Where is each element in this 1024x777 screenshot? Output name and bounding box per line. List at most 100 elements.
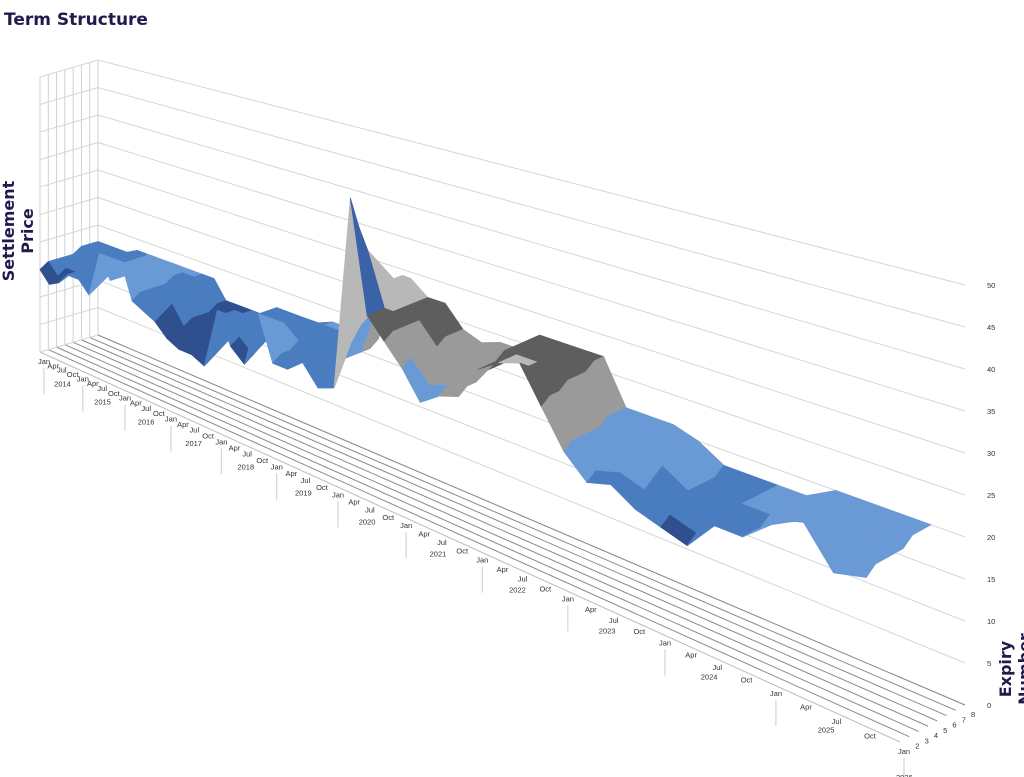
value-tick-label: 30 <box>987 449 995 458</box>
year-tick-label: 2016 <box>138 417 155 426</box>
time-tick-label: Apr <box>685 651 697 660</box>
side-wall-gridline <box>39 114 99 133</box>
time-tick-label: Jan <box>77 375 89 384</box>
time-tick-label: Oct <box>741 676 754 685</box>
time-tick-label: Jul <box>97 384 107 393</box>
time-tick-label: Apr <box>47 361 59 370</box>
time-tick-label: Jan <box>400 521 412 530</box>
time-tick-label: Apr <box>87 379 99 388</box>
value-gridline <box>97 142 966 412</box>
time-tick-label: Apr <box>497 565 509 574</box>
expiry-tick-label: 6 <box>952 721 956 730</box>
time-tick-label: Jul <box>832 717 842 726</box>
time-tick-label: Oct <box>633 627 646 636</box>
year-tick-label: 2023 <box>599 626 616 635</box>
time-tick-label: Jan <box>38 357 50 366</box>
value-tick-label: 5 <box>987 659 991 668</box>
time-tick-label: Jan <box>165 415 177 424</box>
value-tick-label: 15 <box>987 575 995 584</box>
year-tick-label: 2021 <box>430 550 447 559</box>
floor-expiry-line <box>89 336 956 711</box>
time-tick-label: Oct <box>539 584 552 593</box>
year-tick-label: 2015 <box>94 398 111 407</box>
time-tick-label: Jan <box>659 639 671 648</box>
expiry-tick-label: 3 <box>925 736 929 745</box>
side-wall-gridline <box>39 169 99 188</box>
side-wall-gridline <box>39 307 99 325</box>
time-tick-label: Apr <box>285 469 297 478</box>
year-tick-label: 2026 <box>896 773 913 777</box>
value-gridline <box>97 59 966 286</box>
time-tick-label: Jul <box>190 426 200 435</box>
floor-expiry-line <box>72 341 938 722</box>
side-wall-gridline <box>39 197 99 215</box>
expiry-tick-label: 8 <box>971 710 975 719</box>
time-tick-label: Jul <box>365 505 375 514</box>
value-tick-label: 40 <box>987 365 995 374</box>
year-tick-label: 2024 <box>701 673 718 682</box>
time-tick-label: Jan <box>271 463 283 472</box>
time-tick-label: Apr <box>585 605 597 614</box>
value-gridline <box>97 114 966 370</box>
value-gridline <box>97 307 966 664</box>
time-tick-label: Jul <box>242 450 252 459</box>
year-tick-label: 2025 <box>818 726 835 735</box>
year-tick-label: 2019 <box>295 489 312 498</box>
value-gridline <box>97 87 966 328</box>
time-tick-label: Oct <box>382 513 395 522</box>
time-tick-label: Jan <box>562 595 574 604</box>
value-gridline <box>97 169 966 454</box>
time-tick-label: Oct <box>256 456 269 465</box>
year-tick-label: 2014 <box>54 379 71 388</box>
time-tick-label: Apr <box>800 703 812 712</box>
time-tick-label: Jul <box>518 575 528 584</box>
time-tick-label: Oct <box>67 370 80 379</box>
floor-expiry-line <box>81 339 947 717</box>
value-tick-label: 10 <box>987 617 995 626</box>
time-tick-label: Oct <box>316 483 329 492</box>
value-tick-label: 50 <box>987 281 995 290</box>
time-tick-label: Jul <box>57 366 67 375</box>
time-tick-label: Jan <box>898 747 910 756</box>
floor-expiry-line <box>56 346 919 732</box>
expiry-tick-label: 7 <box>962 715 966 724</box>
time-tick-label: Jul <box>141 404 151 413</box>
time-tick-label: Jan <box>332 490 344 499</box>
year-tick-label: 2017 <box>185 439 202 448</box>
year-tick-label: 2022 <box>509 586 526 595</box>
time-tick-label: Jan <box>476 556 488 565</box>
time-tick-label: Oct <box>153 409 166 418</box>
value-tick-label: 20 <box>987 533 995 542</box>
floor-expiry-line <box>48 349 910 738</box>
value-tick-label: 25 <box>987 491 995 500</box>
time-tick-label: Jan <box>215 437 227 446</box>
time-tick-label: Jan <box>770 689 782 698</box>
time-tick-label: Oct <box>456 547 469 556</box>
chart-title: Term Structure <box>4 10 148 30</box>
floor-expiry-line <box>97 334 966 706</box>
time-tick-label: Oct <box>202 431 215 440</box>
value-tick-label: 0 <box>987 701 991 710</box>
expiry-tick-label: 5 <box>943 726 947 735</box>
side-wall-gridline <box>39 59 99 78</box>
time-tick-label: Oct <box>108 389 121 398</box>
value-tick-label: 45 <box>987 323 995 332</box>
side-wall-gridline <box>39 142 99 160</box>
time-tick-label: Jul <box>301 476 311 485</box>
value-tick-label: 35 <box>987 407 995 416</box>
time-tick-label: Apr <box>177 420 189 429</box>
side-wall-gridline <box>39 224 99 243</box>
time-tick-label: Jul <box>713 663 723 672</box>
year-tick-label: 2018 <box>237 463 254 472</box>
surface-patch <box>833 559 876 578</box>
time-tick-label: Jan <box>119 394 131 403</box>
time-tick-label: Oct <box>864 732 877 741</box>
time-tick-label: Jul <box>437 538 447 547</box>
floor-expiry-line <box>64 344 929 727</box>
time-tick-label: Apr <box>229 443 241 452</box>
floor-expiry-line <box>39 351 901 743</box>
time-tick-label: Apr <box>130 399 142 408</box>
time-tick-label: Apr <box>348 498 360 507</box>
expiry-tick-label: 2 <box>915 742 919 751</box>
